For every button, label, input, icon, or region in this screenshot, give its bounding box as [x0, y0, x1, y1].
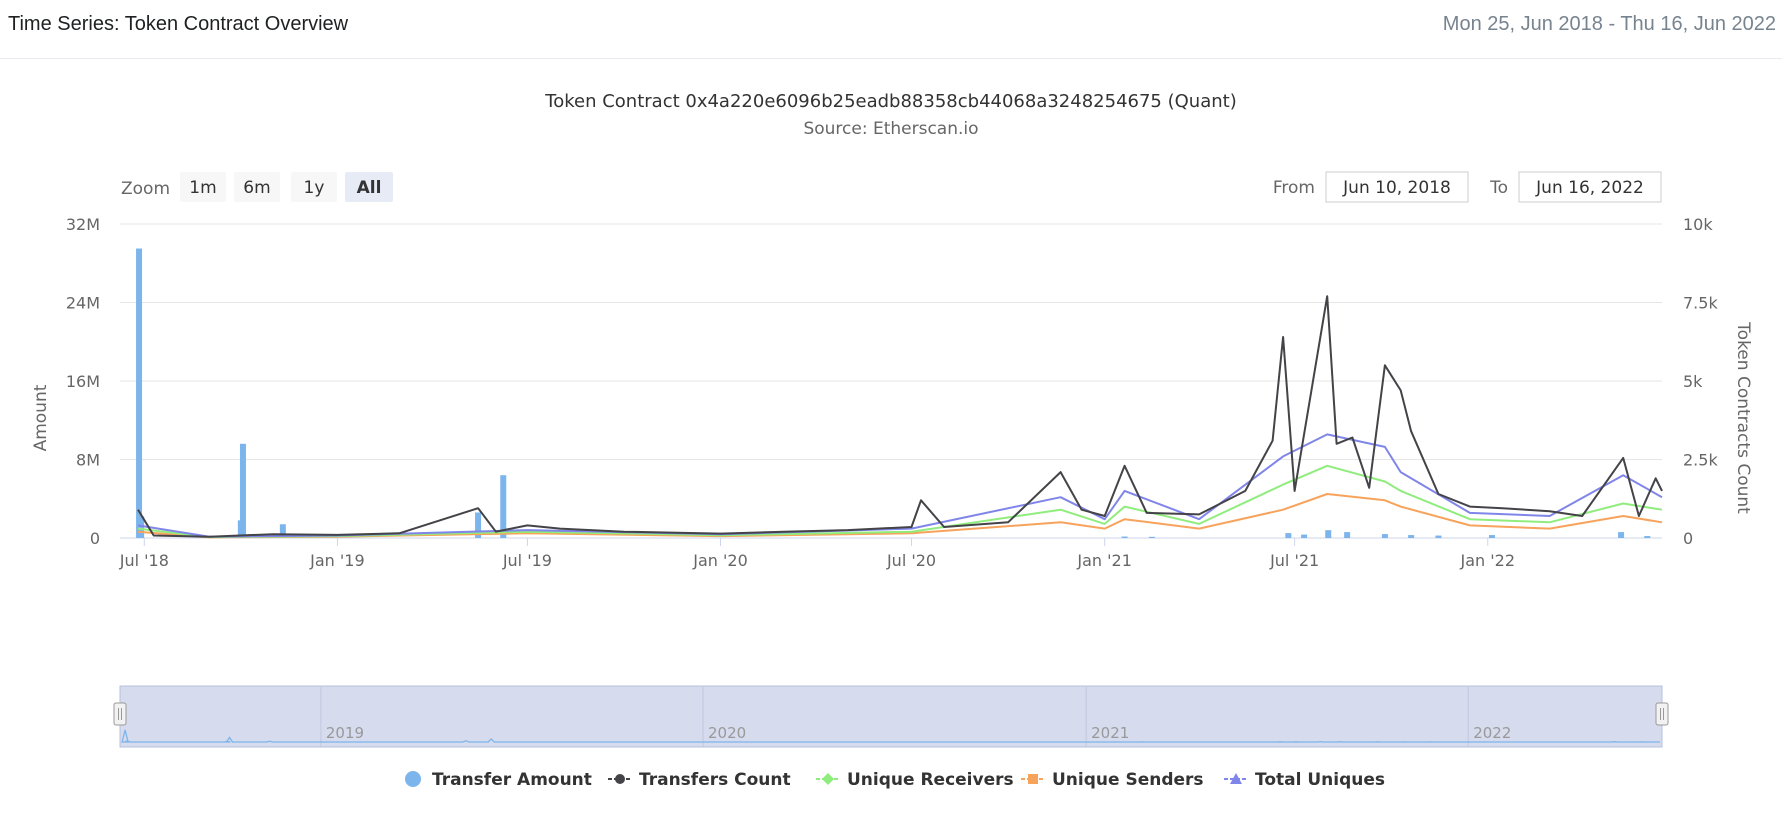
- legend-symbol-marker: [1028, 774, 1038, 784]
- transfer-amount-bar: [1121, 536, 1128, 538]
- y-axis-right-title: Token Contracts Count: [1733, 321, 1753, 514]
- total-uniques-line: [137, 433, 1663, 538]
- x-tick-label: Jan '22: [1460, 551, 1516, 570]
- y-left-tick-label: 0: [90, 529, 100, 548]
- legend-item-transfer-amount[interactable]: Transfer Amount: [405, 770, 592, 790]
- to-label: To: [1489, 178, 1508, 198]
- y-right-tick-label: 10k: [1683, 215, 1713, 234]
- transfers-count-line: [137, 295, 1663, 538]
- transfer-amount-bar: [1325, 530, 1332, 538]
- zoom-button-6m[interactable]: [234, 172, 280, 202]
- transfer-amount-series: [136, 248, 1651, 538]
- transfer-amount-bar: [1148, 536, 1155, 538]
- legend-item-unique-senders[interactable]: Unique Senders: [1021, 770, 1204, 790]
- legend-symbol-marker: [615, 774, 625, 784]
- transfer-amount-bar: [1435, 535, 1442, 538]
- from-date-value: Jun 10, 2018: [1342, 178, 1451, 198]
- transfer-amount-bar: [1488, 535, 1495, 538]
- transfer-amount-bar: [500, 475, 507, 538]
- transfer-amount-bar: [279, 524, 286, 538]
- to-date-input[interactable]: [1518, 171, 1662, 203]
- y-left-tick-label: 24M: [66, 294, 100, 313]
- zoom-button-label: 1y: [304, 178, 325, 198]
- date-range: Mon 25, Jun 2018 - Thu 16, Jun 2022: [1442, 13, 1776, 35]
- transfer-amount-bar: [239, 443, 246, 538]
- chart-title: Token Contract 0x4a220e6096b25eadb88358c…: [544, 91, 1236, 112]
- x-tick-label: Jan '19: [309, 551, 365, 570]
- navigator-right-handle[interactable]: [1655, 702, 1669, 726]
- x-tick-label: Jul '19: [502, 551, 552, 570]
- legend-item-transfers-count[interactable]: Transfers Count: [608, 770, 791, 790]
- chart: Token Contract 0x4a220e6096b25eadb88358c…: [31, 91, 1753, 790]
- y-right-tick-label: 7.5k: [1683, 294, 1718, 313]
- transfer-amount-bar: [475, 512, 482, 538]
- zoom-button-label: 1m: [189, 178, 216, 198]
- legend-symbol-marker: [1230, 773, 1242, 784]
- navigator[interactable]: 2019 2020 2021 2022: [113, 685, 1669, 748]
- legend-label: Unique Senders: [1052, 770, 1204, 790]
- zoom-button-1y[interactable]: [291, 172, 337, 202]
- plot-area: [136, 248, 1663, 539]
- legend-item-total-uniques[interactable]: Total Uniques: [1224, 770, 1385, 790]
- navigator-series: [121, 729, 1660, 743]
- x-tick-label: Jan '21: [1076, 551, 1132, 570]
- legend-label: Transfers Count: [639, 770, 791, 790]
- from-date-input[interactable]: [1325, 171, 1469, 203]
- x-tick-label: Jan '20: [692, 551, 748, 570]
- transfer-amount-bar: [1381, 534, 1388, 538]
- x-tick-label: Jul '21: [1269, 551, 1319, 570]
- navigator-mask[interactable]: [119, 685, 1663, 748]
- transfer-amount-bar: [1644, 536, 1651, 538]
- transfer-amount-bar: [136, 248, 143, 538]
- page-title: Time Series: Token Contract Overview: [8, 13, 349, 35]
- page-header: Time Series: Token Contract Overview Mon…: [0, 0, 1782, 59]
- y-axis-left-title: Amount: [31, 384, 51, 451]
- legend: Transfer Amount Transfers Count Unique Rec…: [405, 770, 1385, 790]
- navigator-left-handle[interactable]: [113, 702, 127, 726]
- transfer-amount-bar: [1301, 534, 1308, 538]
- legend-label: Transfer Amount: [432, 770, 592, 790]
- x-tick-label: Jul '18: [119, 551, 169, 570]
- transfer-amount-bar: [138, 516, 145, 538]
- legend-item-unique-receivers[interactable]: Unique Receivers: [816, 770, 1014, 790]
- zoom-button-label: All: [357, 178, 382, 198]
- zoom-buttons: 1m 6m 1y All: [180, 172, 393, 202]
- y-right-tick-label: 0: [1683, 529, 1693, 548]
- zoom-button-label: 6m: [243, 178, 270, 198]
- to-date-value: Jun 16, 2022: [1535, 178, 1644, 198]
- legend-label: Unique Receivers: [847, 770, 1014, 790]
- zoom-button-1m[interactable]: [180, 172, 226, 202]
- unique-receivers-line: [137, 464, 1663, 539]
- navigator-year-label: 2019: [326, 724, 364, 742]
- unique-senders-line: [137, 493, 1663, 539]
- y-right-tick-label: 2.5k: [1683, 451, 1718, 470]
- x-tick-label: Jul '20: [886, 551, 936, 570]
- y-axis-ticks: 0 0 8M 2.5k 16M 5k 24M 7.5k 32M 10k: [66, 215, 1719, 548]
- navigator-year-label: 2021: [1091, 724, 1129, 742]
- transfer-amount-bar: [1344, 532, 1351, 538]
- zoom-label: Zoom: [121, 179, 170, 199]
- y-left-tick-label: 32M: [66, 215, 100, 234]
- legend-label: Total Uniques: [1255, 770, 1385, 790]
- y-left-tick-label: 8M: [76, 451, 100, 470]
- transfer-amount-bar: [1408, 535, 1415, 538]
- chart-subtitle: Source: Etherscan.io: [803, 119, 978, 139]
- navigator-year-label: 2020: [708, 724, 746, 742]
- legend-symbol: [405, 771, 421, 787]
- zoom-button-all[interactable]: [345, 172, 393, 202]
- legend-symbol-marker: [822, 773, 834, 785]
- y-left-tick-label: 16M: [66, 372, 100, 391]
- from-label: From: [1273, 178, 1315, 198]
- transfer-amount-bar: [1285, 533, 1292, 538]
- navigator-year-label: 2022: [1473, 724, 1511, 742]
- transfer-amount-bar: [1618, 532, 1625, 538]
- x-axis-ticks: Jul '18 Jan '19 Jul '19 Jan '20 Jul '20 Jan '…: [119, 537, 1662, 570]
- y-right-tick-label: 5k: [1683, 372, 1703, 391]
